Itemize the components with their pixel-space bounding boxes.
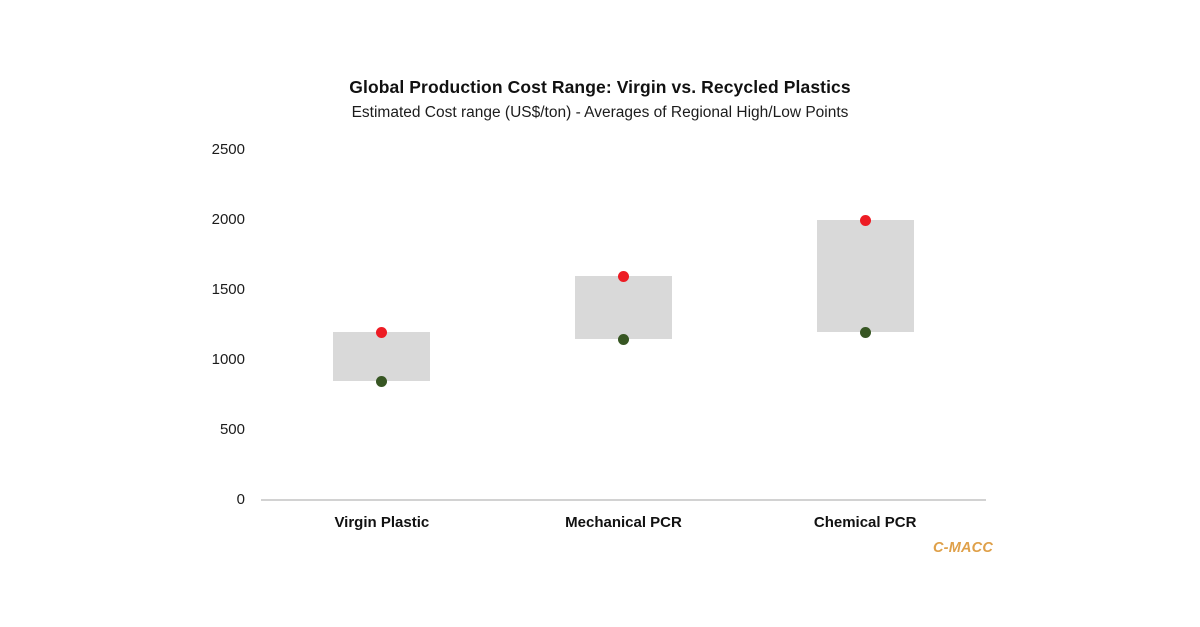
range-box-mechanical-pcr <box>575 276 672 339</box>
range-box-chemical-pcr <box>816 220 914 332</box>
y-tick-label-2500: 2500 <box>211 141 245 158</box>
low-dot-mechanical-pcr <box>618 333 629 345</box>
high-dot-virgin-plastic <box>376 326 388 338</box>
high-dot-mechanical-pcr <box>618 270 629 282</box>
chart-title: Global Production Cost Range: Virgin vs.… <box>349 77 851 97</box>
x-category-label-chemical-pcr: Chemical PCR <box>813 514 917 531</box>
range-box-virgin-plastic <box>333 332 431 381</box>
y-tick-label-1500: 1500 <box>211 281 245 298</box>
x-category-label-virgin-plastic: Virgin Plastic <box>334 514 430 531</box>
y-tick-label-0: 0 <box>236 491 245 508</box>
y-tick-label-1000: 1000 <box>211 351 245 368</box>
x-axis-line <box>261 499 986 501</box>
y-tick-label-2000: 2000 <box>211 211 245 228</box>
low-dot-virgin-plastic <box>376 375 388 387</box>
high-dot-chemical-pcr <box>859 214 871 226</box>
x-category-label-mechanical-pcr: Mechanical PCR <box>565 514 682 531</box>
plot-area <box>261 150 986 501</box>
chart-subtitle: Estimated Cost range (US$/ton) - Average… <box>351 104 849 121</box>
brand-watermark: C-MACC <box>933 540 993 556</box>
y-tick-label-500: 500 <box>219 421 245 438</box>
low-dot-chemical-pcr <box>859 326 871 338</box>
